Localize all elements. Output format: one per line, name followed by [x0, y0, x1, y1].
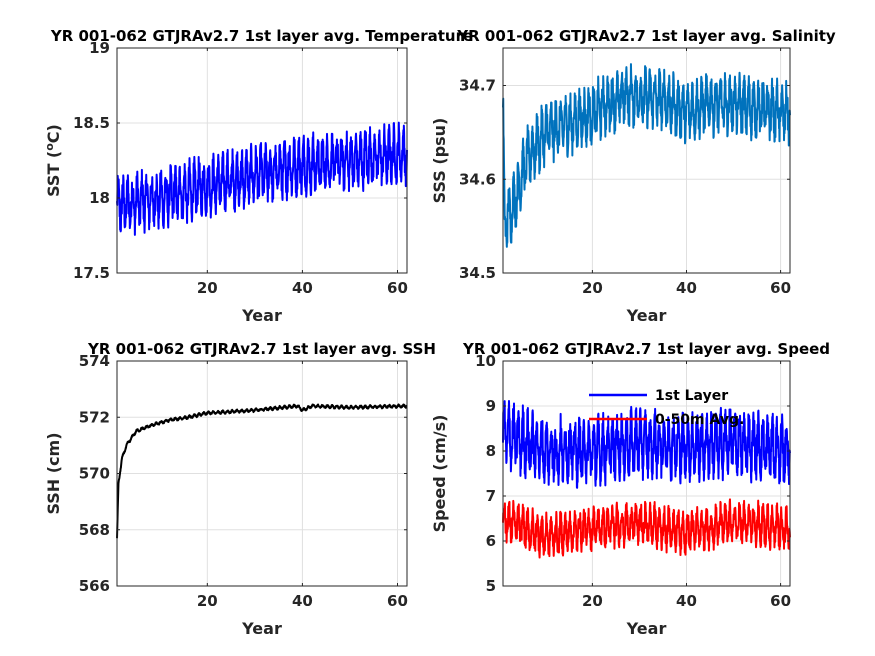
y-axis-label-degree: o	[43, 143, 56, 151]
y-tick-label: 34.7	[459, 77, 496, 95]
x-tick-label: 60	[770, 592, 791, 610]
x-tick-label: 20	[582, 592, 603, 610]
x-tick-label: 40	[292, 592, 313, 610]
x-axis-label: Year	[241, 306, 282, 325]
chart-panel-3: 20 40 60 566 568 570 572 574 Year SSH (cm) YR 001-…	[44, 340, 436, 638]
x-tick-label: 20	[197, 279, 218, 297]
y-axis-label: SSH (cm)	[44, 432, 63, 514]
y-tick-label: 18	[89, 189, 110, 207]
y-tick-label: 17.5	[73, 264, 110, 282]
x-tick-label: 60	[387, 279, 408, 297]
chart-panel-2: 20 40 60 34.5 34.6 34.7 Year SSS (psu) YR 001-06…	[430, 27, 836, 325]
series-line-1	[502, 63, 791, 248]
axes-box	[116, 47, 408, 274]
series-line-2	[502, 498, 791, 559]
chart-title: YR 001-062 GTJRAv2.7 1st layer avg. SSH	[87, 340, 436, 358]
series-line-1	[116, 121, 408, 236]
y-tick-label: 572	[79, 408, 110, 426]
chart-title: YR 001-062 GTJRAv2.7 1st layer avg. Temp…	[50, 27, 473, 45]
y-tick-label: 5	[486, 577, 496, 595]
y-tick-label: 8	[486, 442, 496, 460]
x-tick-label: 40	[292, 279, 313, 297]
x-tick-label: 40	[676, 279, 697, 297]
y-tick-label: 18.5	[73, 114, 110, 132]
x-axis-label: Year	[626, 306, 667, 325]
x-tick-label: 40	[676, 592, 697, 610]
chart-panel-4: 20 40 60 5 6 7 8 9 10 Year Speed (cm/s) YR 001-062 …	[430, 340, 830, 638]
series-line-1	[116, 403, 408, 539]
chart-title: YR 001-062 GTJRAv2.7 1st layer avg. Spee…	[462, 340, 830, 358]
y-tick-label: 574	[79, 352, 110, 370]
y-tick-label: 570	[79, 465, 110, 483]
chart-title: YR 001-062 GTJRAv2.7 1st layer avg. Sali…	[456, 27, 836, 45]
y-tick-label: 10	[475, 352, 496, 370]
y-axis-label: SST (oC)	[43, 124, 64, 197]
y-tick-label: 34.6	[459, 170, 496, 188]
y-axis-label-unit: C)	[44, 124, 63, 143]
y-axis-label: Speed (cm/s)	[430, 415, 449, 533]
y-tick-label: 568	[79, 521, 110, 539]
legend: 1st Layer 0-50m Avg.	[589, 388, 744, 428]
x-tick-label: 60	[770, 279, 791, 297]
y-tick-label: 566	[79, 577, 110, 595]
y-axis-label-name: SST (	[44, 151, 63, 197]
axes-box	[502, 360, 791, 587]
legend-label-2: 0-50m Avg.	[655, 412, 744, 428]
chart-panel-1: 20 40 60 17.5 18 18.5 19 Year SST (oC) YR 001-062…	[43, 27, 474, 325]
legend-label-1: 1st Layer	[655, 388, 728, 404]
x-tick-label: 20	[582, 279, 603, 297]
x-tick-label: 60	[387, 592, 408, 610]
y-tick-label: 6	[486, 532, 496, 550]
series-line-1	[502, 399, 791, 489]
x-axis-label: Year	[241, 619, 282, 638]
axes-box	[502, 47, 791, 274]
y-tick-label: 9	[486, 397, 496, 415]
y-tick-label: 7	[486, 487, 496, 505]
y-tick-label: 34.5	[459, 264, 496, 282]
x-tick-label: 20	[197, 592, 218, 610]
y-axis-label: SSS (psu)	[430, 118, 449, 204]
y-tick-label: 19	[89, 39, 110, 57]
x-axis-label: Year	[626, 619, 667, 638]
